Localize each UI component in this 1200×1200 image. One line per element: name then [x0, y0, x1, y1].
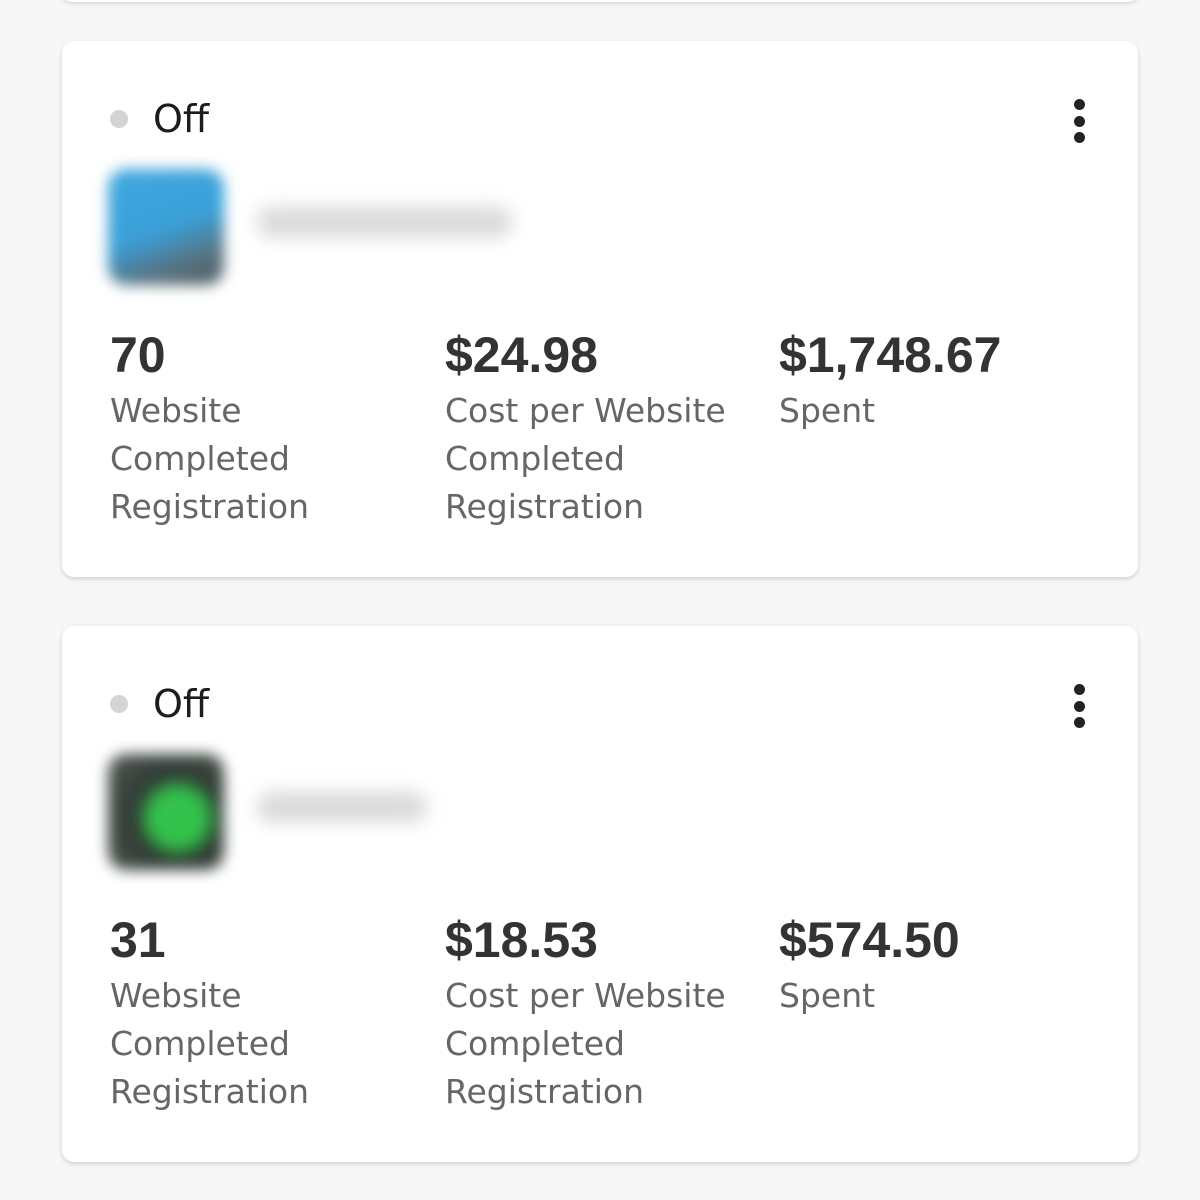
metric-value: 70 — [110, 327, 166, 383]
campaign-avatar — [108, 169, 224, 285]
campaign-name-redacted — [257, 207, 512, 237]
metric-results: 31 Website Completed Registration — [110, 912, 430, 1116]
more-options-icon[interactable] — [1072, 684, 1086, 728]
status-label: Off — [153, 97, 210, 141]
status-label: Off — [153, 682, 210, 726]
metric-results: 70 Website Completed Registration — [110, 327, 430, 531]
metric-value: $18.53 — [445, 912, 598, 968]
metric-label: Website Completed Registration — [110, 391, 309, 526]
more-options-icon[interactable] — [1072, 99, 1086, 143]
metric-label: Cost per Website Completed Registration — [445, 391, 726, 526]
metric-label: Cost per Website Completed Registration — [445, 976, 726, 1111]
status-dot-icon — [110, 695, 128, 713]
metric-cost-per-result: $24.98 Cost per Website Completed Regist… — [445, 327, 745, 531]
metric-cost-per-result: $18.53 Cost per Website Completed Regist… — [445, 912, 745, 1116]
campaign-name-redacted — [257, 792, 427, 822]
metric-label: Spent — [779, 976, 876, 1015]
status-dot-icon — [110, 110, 128, 128]
campaign-card[interactable]: Off 70 Website Completed Registration $2… — [62, 41, 1138, 577]
metric-value: $24.98 — [445, 327, 598, 383]
metric-value: $574.50 — [779, 912, 960, 968]
campaign-avatar — [108, 754, 224, 870]
metric-label: Spent — [779, 391, 876, 430]
metric-spent: $1,748.67 Spent — [779, 327, 1099, 435]
previous-campaign-card[interactable] — [62, 0, 1138, 2]
metric-value: 31 — [110, 912, 166, 968]
metric-spent: $574.50 Spent — [779, 912, 1099, 1020]
status-indicator: Off — [110, 682, 209, 726]
metric-value: $1,748.67 — [779, 327, 1002, 383]
metric-label: Website Completed Registration — [110, 976, 309, 1111]
status-indicator: Off — [110, 97, 209, 141]
campaign-card[interactable]: Off 31 Website Completed Registration $1… — [62, 626, 1138, 1162]
